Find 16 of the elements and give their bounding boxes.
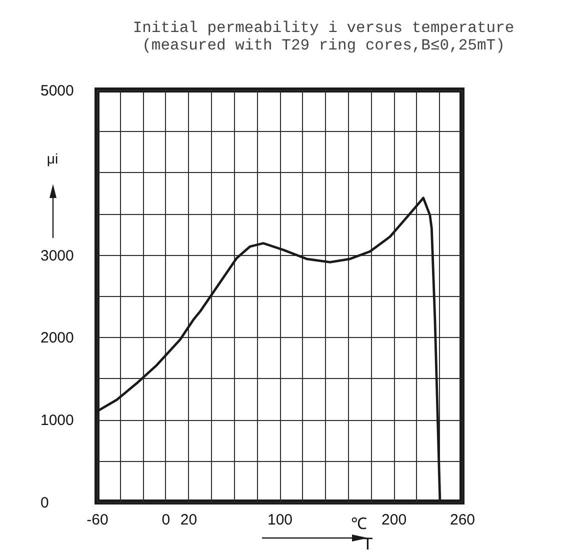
chart-subtitle: (measured with T29 ring cores,B≤0,25mT) [142,36,505,54]
line-series [97,196,442,502]
y-tick-label: 0 [40,494,49,512]
x-tick-label: 260 [450,512,476,528]
y-tick-label: 3000 [40,247,74,264]
y-tick-label: 5000 [40,82,74,100]
x-tick-label: 0 [162,512,170,528]
chart-title: Initial permeability i versus temperature [132,19,514,37]
x-tick-label: -60 [86,512,108,528]
x-tick-label: 100 [267,512,293,528]
y-tick-label: 2000 [40,330,74,347]
y-tick-label: 1000 [40,412,74,430]
x-tick-label: 20 [180,512,198,528]
text: ℃ [351,516,367,533]
y-axis-title: μi [46,150,58,166]
x-tick-label: 200 [382,512,407,528]
